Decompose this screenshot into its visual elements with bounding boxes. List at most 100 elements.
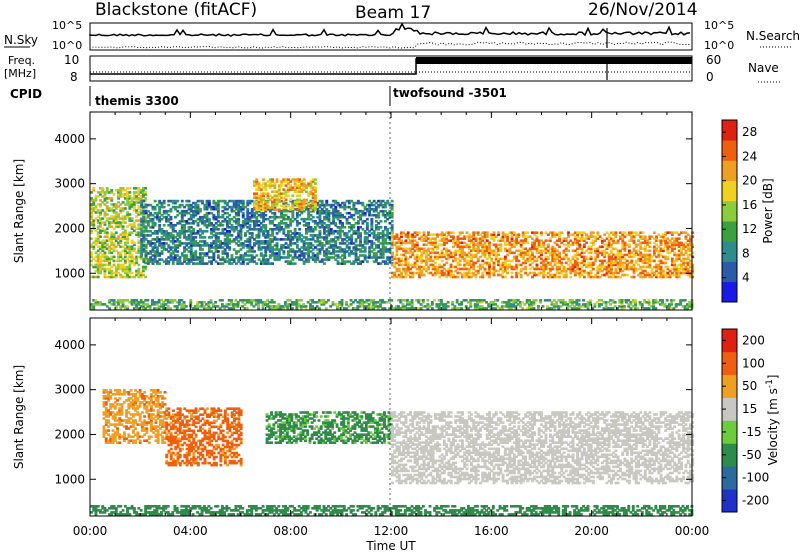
heatmap-cell (237, 205, 241, 209)
heatmap-cell (271, 232, 274, 235)
heatmap-cell (368, 230, 372, 233)
heatmap-cell (444, 305, 448, 308)
heatmap-cell (472, 249, 476, 253)
heatmap-cell (347, 236, 351, 239)
heatmap-cell (352, 242, 356, 245)
heatmap-cell (429, 247, 433, 251)
heatmap-cell (374, 213, 378, 217)
heatmap-cell (365, 299, 369, 302)
heatmap-cell (207, 305, 211, 308)
heatmap-cell (420, 247, 424, 251)
heatmap-cell (99, 245, 102, 249)
heatmap-cell (121, 231, 125, 234)
heatmap-cell (277, 184, 281, 187)
heatmap-cell (524, 235, 528, 238)
heatmap-cell (379, 252, 383, 255)
heatmap-cell (452, 259, 455, 263)
heatmap-cell (372, 203, 376, 207)
heatmap-cell (422, 251, 426, 255)
heatmap-cell (123, 305, 127, 308)
heatmap-cell (334, 213, 338, 217)
heatmap-cell (309, 208, 313, 212)
heatmap-cell (226, 222, 229, 225)
heatmap-cell (409, 275, 412, 279)
heatmap-cell (647, 307, 651, 310)
heatmap-cell (185, 220, 189, 223)
heatmap-cell (212, 205, 216, 209)
heatmap-cell (250, 211, 254, 215)
heatmap-cell (555, 267, 559, 271)
heatmap-cell (223, 211, 227, 215)
heatmap-cell (546, 263, 550, 267)
heatmap-cell (488, 265, 491, 269)
heatmap-cell (311, 206, 315, 210)
heatmap-cell (114, 203, 118, 206)
heatmap-cell (291, 258, 295, 261)
heatmap-cell (216, 201, 220, 205)
heatmap-cell (503, 249, 507, 253)
heatmap-cell (103, 213, 107, 216)
heatmap-cell (314, 178, 317, 181)
heatmap-cell (461, 247, 464, 251)
heatmap-cell (402, 269, 406, 273)
heatmap-cell (381, 199, 385, 203)
heatmap-cell (101, 249, 105, 253)
heatmap-cell (449, 255, 453, 259)
heatmap-cell (327, 234, 331, 237)
heatmap-cell (114, 271, 118, 275)
heatmap-cell (338, 222, 342, 225)
heatmap-cell (542, 273, 546, 277)
heatmap-cell (386, 256, 390, 259)
heatmap-cell (126, 305, 129, 308)
heatmap-cell (175, 307, 179, 310)
heatmap-cell (90, 191, 93, 194)
heatmap-cell (101, 217, 105, 220)
heatmap-cell (214, 238, 218, 241)
heatmap-cell (264, 234, 268, 237)
heatmap-cell (250, 299, 254, 302)
heatmap-cell (141, 189, 145, 192)
heatmap-cell (559, 299, 563, 302)
heatmap-cell (255, 222, 259, 225)
heatmap-cell (266, 192, 270, 195)
heatmap-cell (96, 249, 100, 253)
heatmap-cell (528, 307, 531, 310)
heatmap-cell (153, 258, 157, 261)
heatmap-cell (409, 251, 412, 255)
heatmap-cell (196, 203, 200, 207)
heatmap-cell (160, 246, 164, 249)
heatmap-cell (390, 299, 394, 302)
heatmap-cell (393, 235, 397, 238)
heatmap-cell (140, 244, 144, 247)
heatmap-cell (492, 243, 496, 247)
heatmap-cell (420, 251, 424, 255)
heatmap-cell (185, 244, 189, 247)
heatmap-cell (171, 238, 175, 241)
heatmap-cell (171, 299, 175, 302)
heatmap-cell (257, 305, 260, 308)
heatmap-cell (140, 205, 144, 209)
heatmap-cell (219, 240, 223, 243)
heatmap-cell (264, 236, 268, 239)
heatmap-cell (241, 201, 245, 205)
heatmap-cell (381, 252, 385, 255)
heatmap-cell (282, 200, 286, 204)
heatmap-cell (352, 205, 356, 209)
heatmap-cell (173, 299, 177, 302)
heatmap-cell (235, 201, 238, 205)
heatmap-cell (203, 230, 207, 233)
heatmap-cell (164, 299, 168, 302)
heatmap-cell (341, 248, 344, 251)
heatmap-cell (160, 228, 164, 231)
heatmap-cell (286, 190, 290, 193)
heatmap-cell (223, 238, 227, 241)
heatmap-cell (400, 273, 403, 277)
heatmap-cell (497, 233, 500, 236)
heatmap-cell (410, 307, 414, 310)
heatmap-cell (261, 305, 265, 308)
heatmap-cell (130, 219, 134, 222)
heatmap-cell (114, 205, 118, 208)
heatmap-cell (108, 209, 111, 212)
heatmap-cell (261, 301, 265, 304)
heatmap-cell (156, 262, 159, 265)
